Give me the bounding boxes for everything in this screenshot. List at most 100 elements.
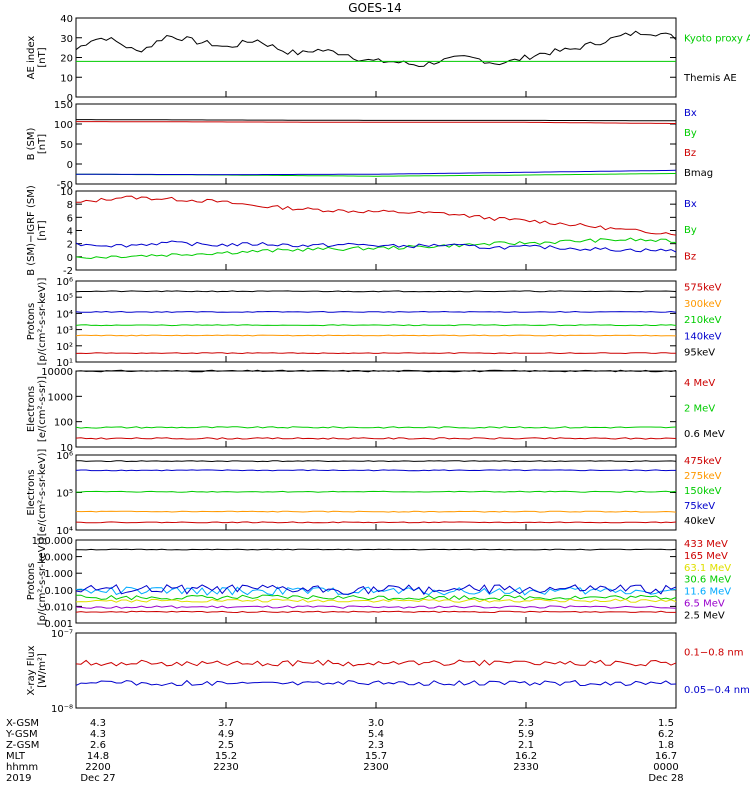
footer-value: 14.8 [87,751,109,762]
footer-value: 2.1 [518,740,534,751]
legend-0-1-0-8-nm: 0.1−0.8 nm [684,648,743,659]
legend-0-6-mev: 0.6 MeV [684,429,725,440]
ytick-label: 150 [54,100,73,111]
legend-63-1-mev: 63.1 MeV [684,563,731,574]
ytick-label: 20 [60,54,73,65]
ylabel: X-ray Flux [26,645,37,695]
series-blue [75,469,676,472]
series-green [75,324,677,327]
ytick-label: 10 [60,73,73,84]
footer-label: Y-GSM [5,729,38,740]
ytick-label: 6 [67,213,73,224]
ytick-label: 1.000 [44,569,73,580]
ylabel: AE index [26,36,37,80]
series-black [75,548,677,551]
footer-value: 4.3 [90,729,106,740]
series-red [75,521,677,524]
ytick-label: 0 [67,160,73,171]
series-blue [75,584,677,596]
ytick-label: 40 [60,14,73,25]
series-orange [75,510,677,513]
panel-protons1: 10⁶ 10⁵ 10⁴ 10³ 10² 10¹ Protons [p/(cm²-s-sr-ke… [26,277,722,369]
footer-value: 2200 [85,762,110,773]
series-black [75,290,677,293]
series-blue [75,310,677,313]
ylabel: Protons [26,303,37,340]
footer-value: 3.7 [218,718,234,729]
legend-150kev: 150keV [684,486,722,497]
legend-433-mev: 433 MeV [684,539,728,550]
panel-b: 150 100 50 0 -50 B (SM) [nT] Bx By Bz Bmag [26,100,713,191]
series-green [75,594,677,601]
chart-title: GOES-14 [348,1,402,15]
series-bmag [76,119,676,122]
legend-0-05-0-4-nm: 0.05−0.4 nm [684,685,750,696]
footer-value: 5.9 [518,729,534,740]
panel-xray: 10⁻⁷ 10⁻⁸ X-ray Flux [W/m²] 0.1−0.8 nm 0.05−0… [26,629,750,715]
ytick-label: 10⁵ [56,489,73,500]
panel-frame [75,370,677,448]
panel-electrons1: 10000 1000 100 10 Electrons [e/(cm²-s-sr)] 4 M… [26,367,725,454]
footer-value: 4.3 [90,718,106,729]
footer-value: 2330 [513,762,538,773]
footer-value: 16.2 [515,751,537,762]
legend-4-mev: 4 MeV [684,378,715,389]
legend-2-mev: 2 MeV [684,404,715,415]
legend-bx: Bx [684,199,697,210]
legend-2-5-mev: 2.5 MeV [684,610,725,621]
footer-label: MLT [6,751,26,762]
series-black [75,460,677,463]
ytick-label: 10⁴ [56,526,73,537]
ytick-label: 10² [56,342,73,353]
ytick-label: 10 [60,187,73,198]
panel-protons2: 100.000 10.000 1.000 0.100 0.010 0.001 Protons… [26,536,731,630]
ylabel: Protons [26,563,37,600]
ytick-label: 10000 [41,367,73,378]
series-bx [75,240,677,253]
footer-value: 1.5 [658,718,674,729]
ytick-label: 10⁵ [56,293,73,304]
ytick-label: 8 [67,200,73,211]
ytick-label: 10⁻⁷ [51,629,73,640]
series-bx [75,169,677,176]
series-bz [76,121,676,124]
ytick-label: 10⁻⁸ [51,704,73,715]
legend-bz: Bz [684,251,696,262]
ylabel: Electrons [26,469,37,515]
ytick-label: 0.010 [44,602,73,613]
ytick-label: 0 [67,253,73,264]
footer-value: 2.6 [90,740,106,751]
ylabel: [nT] [37,220,48,240]
ylabel: [p/(cm²-s-sr-keV)] [37,538,48,626]
footer-label: Z-GSM [6,740,39,751]
series-black [75,369,677,373]
footer-value: 1.8 [658,740,674,751]
series-red [75,610,676,614]
ytick-label: -2 [63,266,73,277]
legend-40kev: 40keV [684,516,715,527]
series-orange [75,334,677,337]
ylabel: Electrons [26,386,37,432]
legend-75kev: 75keV [684,501,715,512]
panel-ae: 40 30 20 10 0 AE index[nT] Kyoto proxy AE Themi… [26,14,750,104]
footer-value: 2300 [363,762,388,773]
ytick-label: 10.000 [38,553,73,564]
series-green [75,490,677,493]
footer-value: 2.3 [518,718,534,729]
footer-value: 0000 [653,762,678,773]
ylabel: B (SM) [26,127,37,160]
footer-value: 16.7 [655,751,677,762]
panel-frame [75,632,677,709]
legend-by: By [684,225,697,236]
series-bz [75,195,677,236]
series-purple [75,605,677,609]
footer-value: 15.7 [365,751,387,762]
ytick-label: -50 [57,180,73,191]
legend-by: By [684,128,697,139]
legend-275kev: 275keV [684,471,722,482]
ylabel: [e/(cm²-s-sr)] [37,376,48,442]
ytick-label: 30 [60,34,73,45]
footer-value: Dec 27 [80,773,115,784]
legend-themis-ae: Themis AE [683,73,737,84]
